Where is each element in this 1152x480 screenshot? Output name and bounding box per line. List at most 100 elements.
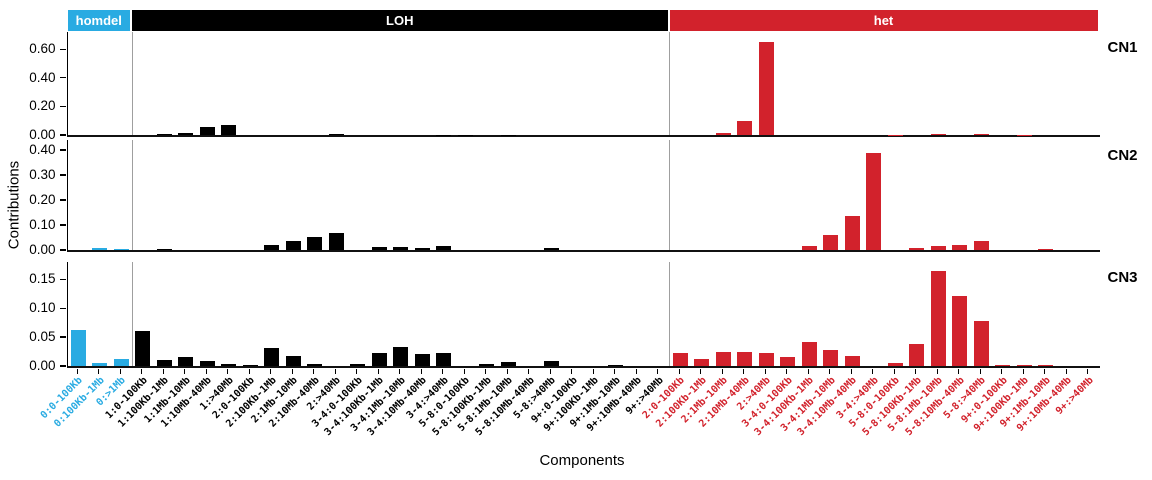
group-header-homdel: homdel <box>67 10 130 31</box>
bar <box>199 127 215 135</box>
x-tick-mark <box>764 368 766 374</box>
x-tick-mark <box>377 368 379 374</box>
group-header-loh: LOH <box>132 10 668 31</box>
bar <box>92 248 108 250</box>
group-header-label-homdel: homdel <box>75 13 122 28</box>
y-tick-label: 0.00 <box>29 242 56 257</box>
bar <box>844 216 860 250</box>
bar <box>156 249 172 250</box>
y-tick-mark <box>60 365 66 367</box>
panel-cn3: 0.00 0.05 0.10 0.15 <box>29 262 1100 373</box>
bar <box>264 347 280 366</box>
x-tick-mark <box>936 368 938 374</box>
x-tick-mark <box>506 368 508 374</box>
bar <box>780 356 796 366</box>
x-tick-mark <box>1044 368 1046 374</box>
bar <box>479 364 495 366</box>
x-tick-mark <box>162 368 164 374</box>
x-tick-mark <box>420 368 422 374</box>
bar <box>178 133 194 135</box>
bar <box>285 355 301 366</box>
group-header-label-loh: LOH <box>386 13 414 28</box>
x-tick-mark <box>141 368 143 374</box>
bar <box>371 352 387 366</box>
panel-label-cn2: CN2 <box>1107 147 1138 164</box>
bar <box>543 361 559 366</box>
bar <box>823 350 839 366</box>
bar <box>930 270 946 366</box>
bar <box>758 352 774 366</box>
bar <box>801 246 817 250</box>
bar <box>909 247 925 250</box>
x-tick-mark <box>571 368 573 374</box>
x-tick-mark <box>227 368 229 374</box>
x-tick-mark <box>1065 368 1067 374</box>
x-tick-mark <box>98 368 100 374</box>
x-tick-mark <box>915 368 917 374</box>
y-tick-mark <box>60 48 66 50</box>
bar <box>995 364 1011 366</box>
x-tick-mark <box>528 368 530 374</box>
y-tick-mark <box>60 149 66 151</box>
y-tick-label: 0.40 <box>29 69 56 85</box>
y-tick-mark <box>60 77 66 79</box>
x-tick-mark <box>270 368 272 374</box>
panel-label-cn3: CN3 <box>1107 269 1138 286</box>
bar <box>414 247 430 250</box>
x-tick-mark <box>485 368 487 374</box>
bar <box>113 249 129 250</box>
x-tick-mark <box>1022 368 1024 374</box>
bar <box>758 42 774 135</box>
y-tick-label: 0.00 <box>29 127 56 142</box>
y-tick-label: 0.20 <box>29 98 56 114</box>
bar <box>242 364 258 366</box>
y-tick-label: 0.00 <box>29 358 56 373</box>
group-divider <box>669 32 670 135</box>
bar <box>930 245 946 250</box>
x-tick-mark <box>850 368 852 374</box>
bar <box>672 353 688 366</box>
group-divider <box>131 140 133 250</box>
bar <box>866 152 882 250</box>
bar <box>307 236 323 250</box>
bar <box>328 134 344 135</box>
bar <box>715 133 731 135</box>
x-axis-title: Components <box>539 452 625 469</box>
x-tick-mark <box>678 368 680 374</box>
y-tick-label: 0.40 <box>29 142 56 157</box>
bar <box>844 355 860 366</box>
y-tick-label: 0.10 <box>29 217 56 232</box>
x-tick-mark <box>463 368 465 374</box>
group-divider <box>669 262 670 366</box>
x-tick-mark <box>635 368 637 374</box>
group-divider <box>131 32 133 135</box>
bar <box>414 353 430 366</box>
x-tick-mark <box>1001 368 1003 374</box>
bar <box>436 352 452 366</box>
bar <box>952 295 968 366</box>
panel-label-cn1: CN1 <box>1107 39 1138 56</box>
bar <box>92 362 108 366</box>
x-tick-mark <box>248 368 250 374</box>
y-tick-mark <box>60 174 66 176</box>
bar <box>221 125 237 135</box>
x-tick-mark <box>872 368 874 374</box>
bar <box>328 233 344 250</box>
bar <box>973 320 989 366</box>
bar <box>715 352 731 366</box>
bar <box>737 120 753 135</box>
bar <box>135 331 151 366</box>
x-tick-mark <box>76 368 78 374</box>
y-tick-mark <box>60 249 66 251</box>
bar <box>70 330 86 366</box>
group-header-label-het: het <box>873 13 894 28</box>
x-tick-mark <box>893 368 895 374</box>
x-tick-mark <box>721 368 723 374</box>
y-tick-mark <box>60 224 66 226</box>
x-tick-mark <box>399 368 401 374</box>
bar <box>887 363 903 366</box>
y-tick-label: 0.60 <box>29 41 56 57</box>
bar <box>156 359 172 366</box>
panel-cn2: 0.00 0.10 0.20 0.30 0.40 <box>29 140 1100 257</box>
x-tick-mark <box>786 368 788 374</box>
